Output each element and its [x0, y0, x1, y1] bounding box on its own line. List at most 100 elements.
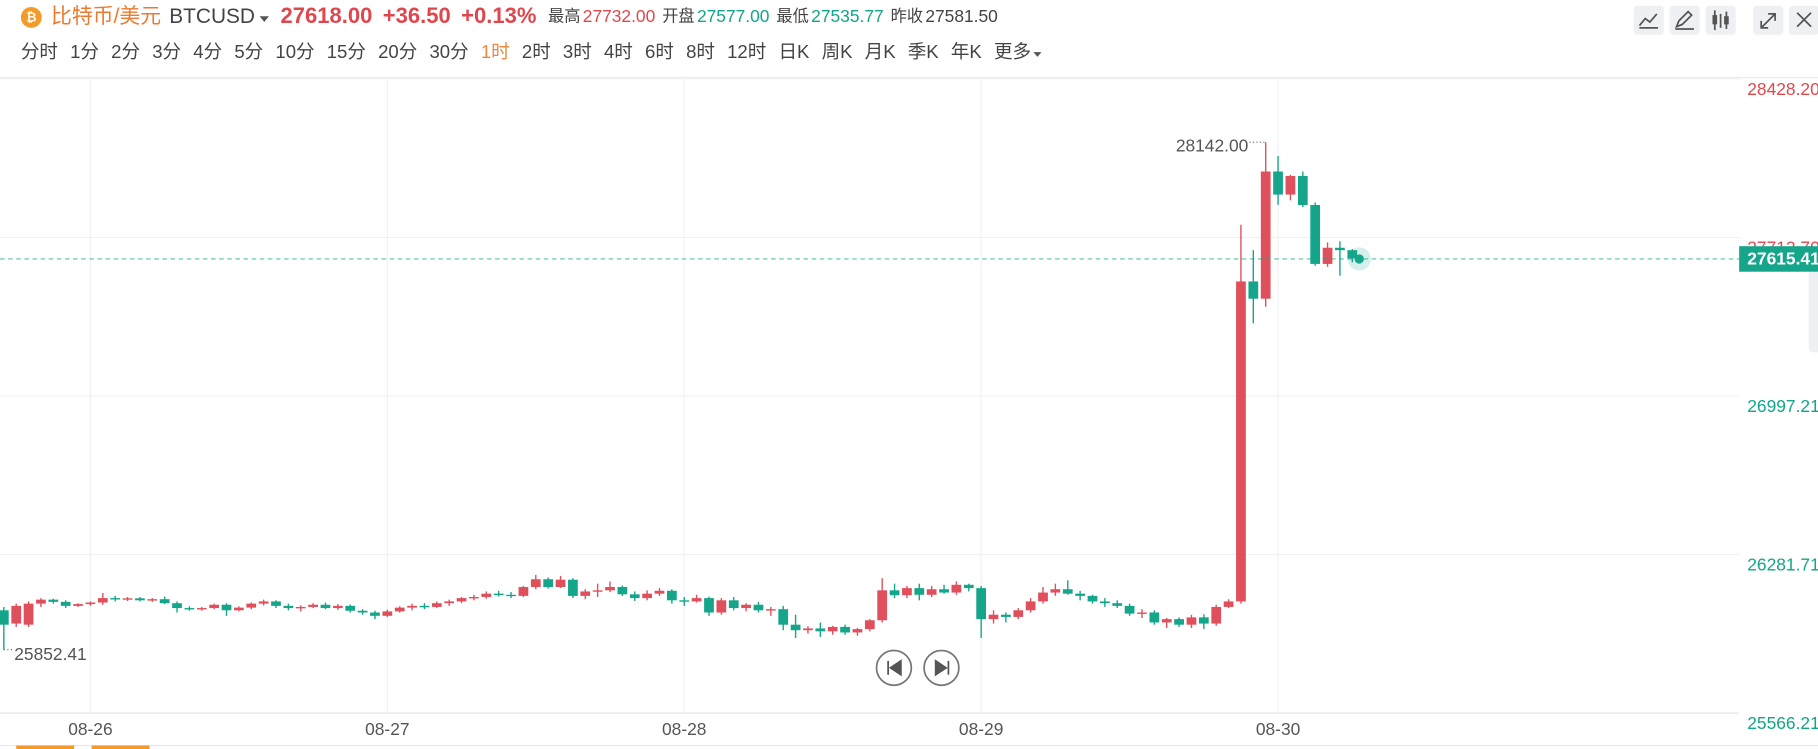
interval-tab[interactable]: 30分 — [429, 41, 468, 62]
interval-tab[interactable]: 月K — [865, 41, 897, 62]
candle-body — [605, 587, 615, 591]
candle-body — [1124, 605, 1135, 614]
interval-tab[interactable]: 1分 — [70, 41, 99, 62]
candle-body — [1025, 601, 1036, 611]
interval-tab[interactable]: 分时 — [21, 41, 58, 62]
interval-tab[interactable]: 1时 — [481, 41, 510, 62]
candle-body — [394, 607, 405, 612]
price-change: +36.50 — [383, 3, 451, 28]
stat-value: 27577.00 — [697, 6, 769, 26]
candle-body — [73, 604, 83, 606]
next-icon — [934, 659, 950, 677]
footer-tab[interactable] — [16, 745, 75, 749]
candle-body — [1038, 592, 1048, 602]
candle-body — [456, 598, 467, 602]
candle-body — [1273, 171, 1283, 195]
candle-body — [147, 599, 158, 601]
interval-tab[interactable]: 3时 — [563, 41, 592, 62]
candle-body — [444, 601, 455, 604]
x-tick-label: 08-27 — [365, 719, 409, 739]
footer-tab[interactable] — [91, 745, 150, 749]
candle-body — [1223, 601, 1234, 607]
interval-tab[interactable]: 日K — [778, 41, 810, 62]
candle-body — [1161, 619, 1172, 623]
chart-type-icon — [1712, 15, 1718, 25]
interval-tab[interactable]: 12时 — [727, 41, 766, 62]
candle-body — [790, 624, 801, 631]
candle-body — [1285, 175, 1296, 195]
candle-body — [803, 628, 813, 631]
interval-tab[interactable]: 4分 — [193, 41, 222, 62]
x-tick-label: 08-30 — [1256, 719, 1300, 739]
interval-tab[interactable]: 季K — [908, 41, 940, 62]
candle-body — [679, 600, 690, 602]
candle-body — [629, 594, 640, 599]
interval-tab[interactable]: 2分 — [111, 41, 140, 62]
candle-body — [1174, 619, 1184, 625]
candle-body — [283, 605, 294, 609]
candle-body — [1001, 614, 1011, 617]
candle-body — [753, 604, 764, 611]
candle-body — [135, 598, 145, 601]
candle-body — [555, 579, 566, 588]
interval-tab[interactable]: 20分 — [378, 41, 417, 62]
candle-body — [481, 593, 492, 597]
interval-tab[interactable]: 15分 — [327, 41, 366, 62]
interval-tab[interactable]: 10分 — [275, 41, 314, 62]
stat-label: 昨收 — [891, 8, 923, 26]
interval-tab[interactable]: 周K — [822, 41, 854, 62]
x-tick-label: 08-29 — [959, 719, 1003, 739]
candle-body — [1013, 610, 1024, 617]
candle-body — [1075, 593, 1085, 596]
candle-body — [1248, 281, 1259, 299]
candle-body — [654, 590, 665, 594]
candle-body — [778, 609, 789, 625]
candle-body — [617, 587, 628, 595]
interval-tab[interactable]: 8时 — [686, 41, 715, 62]
candle-body — [345, 605, 356, 611]
stat-value: 27535.77 — [811, 6, 883, 26]
indicator-icon — [1638, 13, 1658, 29]
y-tick-label: 26281.71 — [1747, 555, 1818, 575]
price-change-pct: +0.13% — [461, 3, 536, 28]
interval-tab[interactable]: 6时 — [645, 41, 674, 62]
more-intervals[interactable]: 更多 — [994, 41, 1031, 62]
candle-body — [1310, 204, 1321, 264]
toolbar — [1633, 5, 1818, 35]
candle-body — [48, 599, 59, 602]
interval-tab[interactable]: 2时 — [522, 41, 551, 62]
candle-body — [914, 588, 925, 595]
candle-body — [926, 589, 937, 595]
candle-body — [370, 612, 380, 616]
coin-icon-glyph: ₿ — [26, 9, 36, 24]
interval-tab[interactable]: 3分 — [152, 41, 181, 62]
interval-tab[interactable]: 4时 — [604, 41, 633, 62]
chart-type-icon — [1724, 16, 1729, 25]
candle-body — [493, 593, 504, 596]
candle-body — [852, 629, 863, 633]
candle-body — [196, 608, 207, 610]
fullscreen-icon — [1760, 13, 1776, 29]
symbol-dropdown[interactable] — [259, 16, 269, 23]
prev-icon — [887, 659, 902, 677]
candle-body — [110, 598, 121, 600]
candle-body — [951, 584, 962, 593]
stat-label: 开盘 — [662, 7, 694, 26]
close-icon — [1796, 12, 1812, 28]
side-panel-handle[interactable] — [1808, 268, 1818, 353]
candle-body — [23, 603, 34, 625]
candle-body — [976, 588, 987, 620]
candle-body — [60, 601, 71, 606]
candle-body — [234, 607, 244, 611]
candle-body — [271, 601, 281, 606]
candle-body — [122, 598, 133, 600]
stat-value: 27732.00 — [583, 6, 655, 26]
interval-tab[interactable]: 年K — [951, 41, 983, 62]
candle-body — [1347, 250, 1358, 259]
interval-tab[interactable]: 5分 — [234, 41, 263, 62]
draw-button[interactable] — [1669, 5, 1700, 35]
coin-icon — [20, 6, 42, 28]
plot — [0, 141, 1358, 651]
candle-body — [1186, 617, 1197, 625]
candle-body — [469, 596, 479, 599]
